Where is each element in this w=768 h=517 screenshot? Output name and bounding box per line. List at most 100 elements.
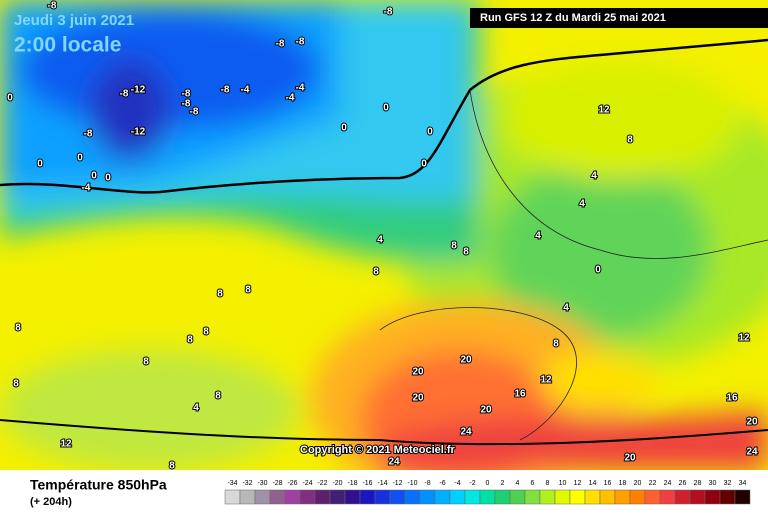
contour-label: -4 (241, 85, 250, 96)
legend-label: -18 (347, 480, 357, 487)
legend-swatch (329, 489, 346, 505)
legend-label: -4 (454, 480, 460, 487)
footer-title: Température 850hPa (30, 477, 167, 493)
contour-label: 8 (13, 379, 19, 390)
contour-label: -4 (296, 83, 305, 94)
legend-label: -32 (242, 480, 252, 487)
contour-label: 20 (480, 405, 492, 416)
legend-swatch (254, 489, 271, 505)
contour-label: 0 (77, 153, 83, 164)
contour-label: 4 (591, 171, 597, 182)
legend-swatch (584, 489, 601, 505)
time: 2:00 locale (14, 34, 121, 57)
contour-label: 4 (579, 199, 585, 210)
legend-swatch (434, 489, 451, 505)
legend-swatch (554, 489, 571, 505)
legend-swatch (344, 489, 361, 505)
contour-label: -4 (286, 93, 295, 104)
legend-label: 14 (589, 480, 597, 487)
legend-swatch (494, 489, 511, 505)
legend-swatch (299, 489, 316, 505)
run-label: Run GFS 12 Z du Mardi 25 mai 2021 (480, 12, 666, 24)
legend-label: -28 (272, 480, 282, 487)
legend-label: 22 (649, 480, 657, 487)
contour-label: 16 (514, 389, 526, 400)
contour-label: 24 (460, 427, 472, 438)
legend-label: 20 (634, 480, 642, 487)
legend-label: -30 (257, 480, 267, 487)
contour-label: -8 (84, 129, 93, 140)
contour-label: 12 (738, 333, 750, 344)
contour-label: 8 (187, 335, 193, 346)
legend-label: -14 (377, 480, 387, 487)
contour-label: 8 (463, 247, 469, 258)
legend-label: 10 (559, 480, 567, 487)
contour-label: 4 (563, 303, 569, 314)
contour-label: -12 (131, 127, 146, 138)
legend-label: -8 (424, 480, 430, 487)
contour-label: 0 (595, 265, 601, 276)
legend-label: 0 (486, 480, 490, 487)
legend-label: 8 (546, 480, 550, 487)
legend-swatch (644, 489, 661, 505)
contour-label: 8 (553, 339, 559, 350)
contour-label: -8 (48, 1, 57, 12)
legend-swatch (569, 489, 586, 505)
contour-label: 8 (627, 135, 633, 146)
legend-swatch (314, 489, 331, 505)
legend-swatch (224, 489, 241, 505)
legend-swatch (239, 489, 256, 505)
legend-label: -26 (287, 480, 297, 487)
contour-label: 0 (7, 93, 13, 104)
legend: -34 -32 -30 -28 -26 -24 -22 -20 -18 -16 -14 -12 -10-… (224, 480, 751, 505)
contour-label: -8 (182, 99, 191, 110)
legend-label: 6 (531, 480, 535, 487)
legend-label: 18 (619, 480, 627, 487)
legend-label: -24 (302, 480, 312, 487)
contour-label: -4 (82, 183, 91, 194)
legend-swatch (674, 489, 691, 505)
contour-label: 8 (373, 267, 379, 278)
legend-swatch (509, 489, 526, 505)
footer-lead: (+ 204h) (30, 496, 72, 508)
contour-label: 20 (746, 417, 758, 428)
legend-swatch (719, 489, 736, 505)
contour-label: 8 (169, 461, 175, 472)
legend-label: -10 (407, 480, 417, 487)
contour-label: -8 (182, 89, 191, 100)
legend-label: 30 (709, 480, 717, 487)
legend-swatch (374, 489, 391, 505)
legend-label: -16 (362, 480, 372, 487)
legend-label: -2 (469, 480, 475, 487)
map (0, 0, 768, 500)
legend-label: 12 (574, 480, 582, 487)
contour-label: -8 (221, 85, 230, 96)
contour-label: 0 (341, 123, 347, 134)
contour-label: 4 (193, 403, 199, 414)
legend-label: -20 (332, 480, 342, 487)
legend-swatch (704, 489, 721, 505)
contour-label: -8 (384, 7, 393, 18)
legend-swatch (404, 489, 421, 505)
legend-swatch (599, 489, 616, 505)
legend-swatch (734, 489, 751, 505)
run-box (470, 8, 768, 28)
contour-label: 8 (245, 285, 251, 296)
contour-label: -12 (131, 85, 146, 96)
legend-swatch (464, 489, 481, 505)
contour-label: 8 (215, 391, 221, 402)
legend-swatch (539, 489, 556, 505)
contour-label: -8 (296, 37, 305, 48)
legend-label: 26 (679, 480, 687, 487)
contour-label: 8 (143, 357, 149, 368)
legend-label: -6 (439, 480, 445, 487)
legend-label: -34 (227, 480, 237, 487)
contour-label: -8 (190, 107, 199, 118)
contour-label: 8 (15, 323, 21, 334)
contour-label: 24 (388, 457, 400, 468)
contour-label: 24 (746, 447, 758, 458)
legend-label: 28 (694, 480, 702, 487)
contour-label: 20 (624, 453, 636, 464)
legend-label: -22 (317, 480, 327, 487)
